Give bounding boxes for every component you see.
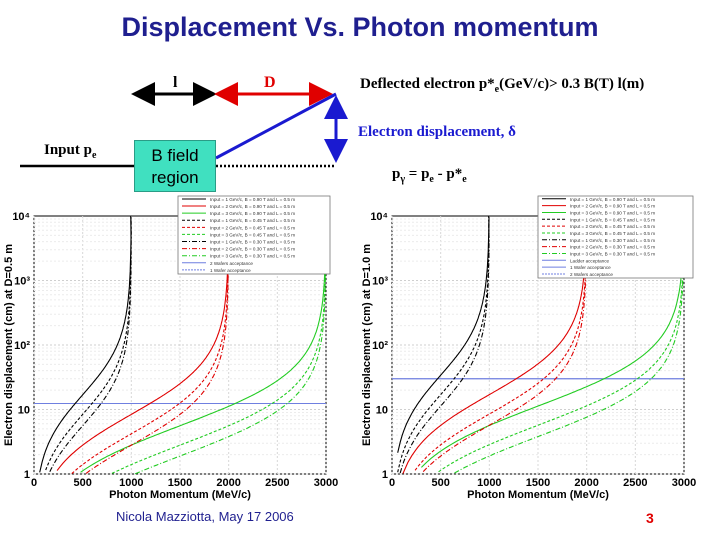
x-tick-label: 1500 (168, 477, 192, 489)
y-axis-label: Electron displacement (cm) at D=0.5 m (3, 244, 15, 446)
plot-right: 0 500 1000 1500 2000 2500 3000 1 10 10² 10³ 10⁴ Phot… (361, 195, 696, 501)
x-tick-label: 0 (389, 477, 395, 489)
y-tick-label: 1 (24, 469, 30, 481)
x-tick-label: 1000 (119, 477, 143, 489)
y-axis-label: Electron displacement (cm) at D=1.0 m (361, 244, 373, 446)
y-tick-label: 10² (372, 340, 388, 352)
x-tick-label: 500 (73, 477, 91, 489)
legend-entry: 1 Wafer acceptance (210, 268, 251, 273)
x-tick-label: 500 (431, 477, 449, 489)
displacement-label: Electron displacement, δ (358, 124, 516, 140)
series-line (397, 215, 490, 453)
y-tick-label: 10⁴ (370, 211, 388, 223)
series-line (134, 215, 327, 475)
plot-left: 0 500 1000 1500 2000 2500 3000 1 10 10² 10³ 10⁴ Phot… (3, 195, 338, 501)
legend-entry: Input = 2 GeV/c, B = 0.30 T and L = 0.5 … (570, 245, 655, 250)
legend-entry: Input = 3 GeV/c, B = 0.90 T and L = 0.5 … (570, 210, 655, 215)
legend-entry: Input = 1 GeV/c, B = 0.45 T and L = 0.5 … (570, 217, 655, 222)
photon-equation: pγ = pe - p*e (392, 166, 467, 185)
series-line (111, 215, 327, 474)
deflection-diagram (20, 82, 348, 168)
legend-entry: Input = 1 GeV/c, B = 0.90 T and L = 0.5 … (570, 197, 655, 202)
series-line (399, 215, 490, 474)
x-tick-label: 2500 (265, 477, 289, 489)
x-tick-label: 3000 (314, 477, 338, 489)
x-tick-label: 0 (31, 477, 37, 489)
series-line (402, 215, 587, 474)
deflected-electron-line (215, 92, 337, 160)
series-line (80, 215, 327, 473)
legend-entry: Ladder acceptance (570, 258, 610, 263)
x-tick-label: 2500 (623, 477, 647, 489)
series-line (414, 215, 587, 471)
series-line (438, 215, 685, 473)
series-line (39, 215, 132, 473)
x-tick-label: 2000 (574, 477, 598, 489)
x-tick-label: 1000 (477, 477, 501, 489)
legend-entry: 1 Wafer acceptance (570, 265, 611, 270)
series-line (49, 215, 132, 472)
y-tick-label: 10⁴ (12, 211, 30, 223)
legend-entry: Input = 2 GeV/c, B = 0.90 T and L = 0.5 … (570, 204, 655, 209)
legend-entry: Input = 2 GeV/c, B = 0.45 T and L = 0.5 … (570, 224, 655, 229)
legend-entry: 2 Wafers acceptance (210, 261, 253, 266)
series-line (422, 215, 587, 472)
deflected-electron-label: Deflected electron p*e(GeV/c)> 0.3 B(T) … (360, 76, 645, 95)
series-line (85, 215, 230, 474)
x-axis-label: Photon Momentum (MeV/c) (467, 489, 609, 501)
legend-entry: Input = 3 GeV/c, B = 0.30 T and L = 0.5 … (570, 251, 655, 256)
series-line (56, 215, 229, 471)
legend-entry: Input = 1 GeV/c, B = 0.30 T and L = 0.5 … (570, 238, 655, 243)
x-tick-label: 1500 (526, 477, 550, 489)
legend-entry: Input = 3 GeV/c, B = 0.30 T and L = 0.5 … (210, 254, 295, 259)
b-field-region: B field region (134, 140, 216, 192)
input-electron-label: Input pe (44, 142, 97, 161)
label-l: l (173, 74, 178, 91)
y-tick-label: 1 (382, 469, 388, 481)
y-tick-label: 10³ (372, 276, 388, 288)
label-d: D (264, 74, 276, 91)
footer-author: Nicola Mazziotta, May 17 2006 (116, 509, 294, 524)
y-tick-label: 10 (18, 405, 30, 417)
x-tick-label: 3000 (672, 477, 696, 489)
legend-entry: Input = 3 GeV/c, B = 0.45 T and L = 0.5 … (210, 232, 295, 237)
legend-entry: Input = 3 GeV/c, B = 0.90 T and L = 0.5 … (210, 211, 295, 216)
legend-entry: Input = 1 GeV/c, B = 0.30 T and L = 0.5 … (210, 240, 295, 245)
slide-title: Displacement Vs. Photon momentum (121, 12, 599, 42)
series-line (397, 215, 490, 473)
y-tick-label: 10³ (14, 276, 30, 288)
series-line (421, 215, 685, 468)
legend-entry: Input = 2 GeV/c, B = 0.90 T and L = 0.5 … (210, 204, 295, 209)
legend-entry: Input = 3 GeV/c, B = 0.45 T and L = 0.5 … (570, 231, 655, 236)
page-number: 3 (646, 510, 654, 526)
y-tick-label: 10 (376, 405, 388, 417)
legend-entry: Input = 1 GeV/c, B = 0.90 T and L = 0.5 … (210, 197, 295, 202)
y-tick-label: 10² (14, 340, 30, 352)
x-tick-label: 2000 (216, 477, 240, 489)
legend-entry: 2 Wafers acceptance (570, 272, 613, 277)
x-axis-label: Photon Momentum (MeV/c) (109, 489, 251, 501)
legend-box (537, 195, 694, 279)
series-line (71, 215, 230, 475)
legend-entry: Input = 2 GeV/c, B = 0.45 T and L = 0.5 … (210, 225, 295, 230)
series-line (45, 215, 132, 471)
legend-entry: Input = 2 GeV/c, B = 0.30 T and L = 0.5 … (210, 247, 295, 252)
legend-entry: Input = 1 GeV/c, B = 0.45 T and L = 0.5 … (210, 218, 295, 223)
legend-box (177, 195, 331, 275)
